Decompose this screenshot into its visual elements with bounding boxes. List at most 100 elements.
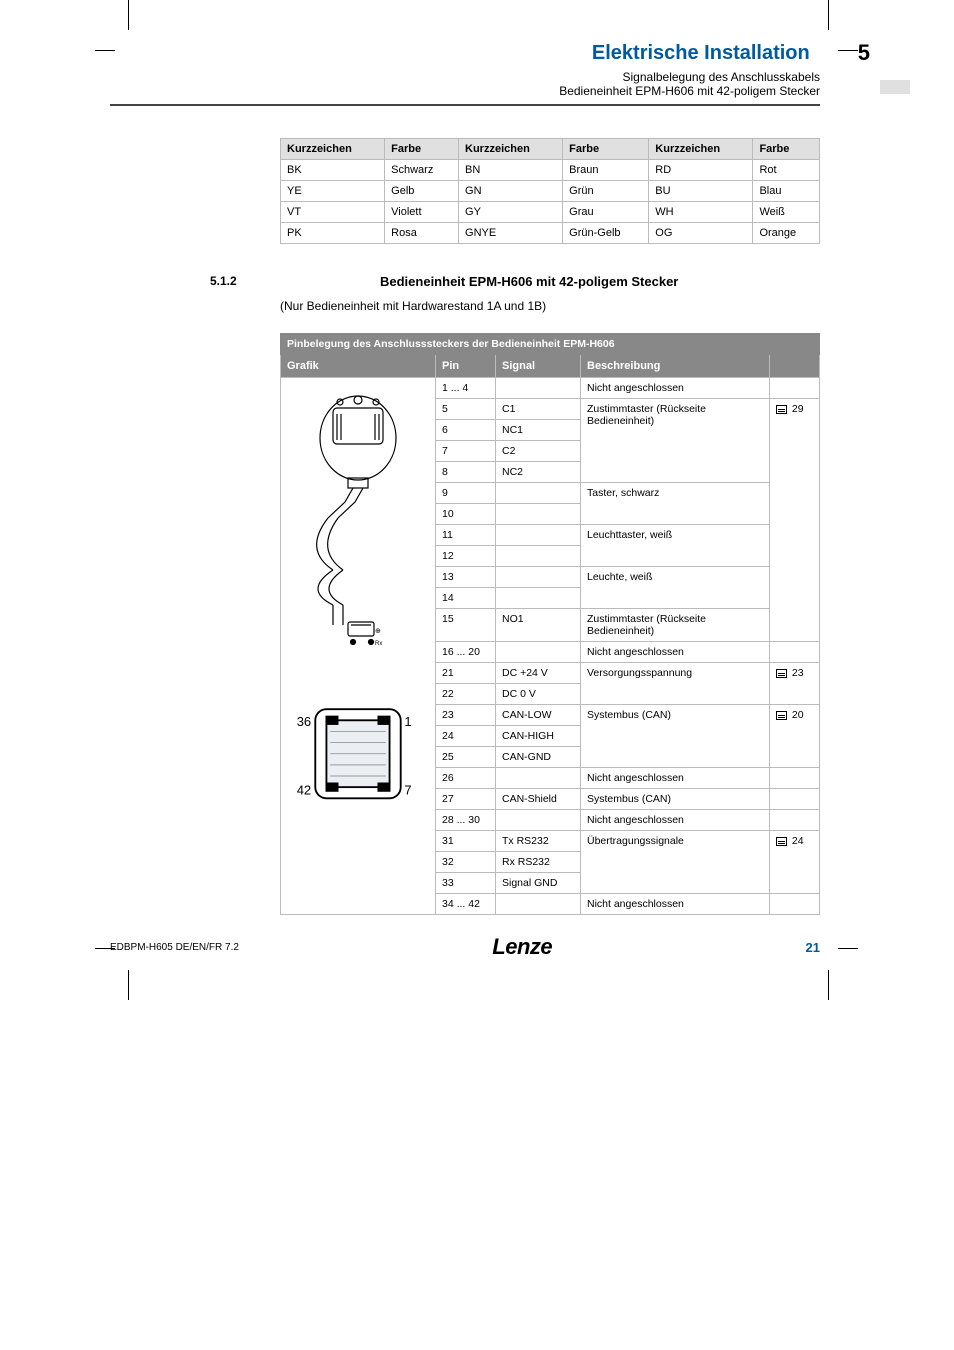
- header-subtitle-1: Signalbelegung des Anschlusskabels: [110, 70, 820, 84]
- table-cell: Braun: [563, 160, 649, 181]
- reference-cell: 23: [770, 663, 820, 705]
- signal-cell: [496, 894, 581, 915]
- table-header: Beschreibung: [581, 355, 770, 378]
- section-heading: 5.1.2 Bedieneinheit EPM-H606 mit 42-poli…: [110, 274, 820, 289]
- table-cell: BN: [459, 160, 563, 181]
- signal-cell: DC +24 V: [496, 663, 581, 684]
- reference-cell: [770, 894, 820, 915]
- pin-cell: 23: [436, 705, 496, 726]
- header-subtitle-2: Bedieneinheit EPM-H606 mit 42-poligem St…: [110, 84, 820, 98]
- page-ref-icon: [776, 711, 787, 720]
- table-header: Kurzzeichen: [281, 139, 385, 160]
- chapter-number: 5: [858, 40, 870, 66]
- table-header: Kurzzeichen: [649, 139, 753, 160]
- reference-cell: [770, 810, 820, 831]
- description-cell: Systembus (CAN): [581, 789, 770, 810]
- section-title: Bedieneinheit EPM-H606 mit 42-poligem St…: [380, 274, 678, 289]
- reference-cell: 20: [770, 705, 820, 768]
- reference-cell: [770, 789, 820, 810]
- crop-mark: [128, 0, 129, 30]
- description-cell: Taster, schwarz: [581, 483, 770, 525]
- signal-cell: [496, 567, 581, 588]
- description-cell: Zustimmtaster (Rückseite Bedieneinheit): [581, 609, 770, 642]
- table-header: Pin: [436, 355, 496, 378]
- footer-doc-id: EDBPM-H605 DE/EN/FR 7.2: [110, 942, 239, 953]
- signal-cell: NO1: [496, 609, 581, 642]
- page-header: Elektrische Installation 5 Signalbelegun…: [110, 40, 870, 106]
- content: Kurzzeichen Farbe Kurzzeichen Farbe Kurz…: [280, 138, 820, 915]
- sidebar-tab: [880, 80, 910, 94]
- pin-cell: 12: [436, 546, 496, 567]
- header-rule: [110, 104, 820, 106]
- pin-cell: 26: [436, 768, 496, 789]
- pin-cell: 8: [436, 462, 496, 483]
- table-header: Farbe: [385, 139, 459, 160]
- device-illustration: ⊕ Rx 36 1 42 7: [293, 390, 423, 809]
- pin-cell: 24: [436, 726, 496, 747]
- page-ref-icon: [776, 837, 787, 846]
- table-cell: GN: [459, 181, 563, 202]
- pin-cell: 10: [436, 504, 496, 525]
- signal-cell: [496, 810, 581, 831]
- pin-cell: 22: [436, 684, 496, 705]
- description-cell: Nicht angeschlossen: [581, 642, 770, 663]
- pin-cell: 5: [436, 399, 496, 420]
- description-cell: Leuchte, weiß: [581, 567, 770, 609]
- table-cell: Blau: [753, 181, 820, 202]
- reference-cell: 29: [770, 399, 820, 642]
- pin-cell: 27: [436, 789, 496, 810]
- table-cell: Gelb: [385, 181, 459, 202]
- signal-cell: [496, 483, 581, 504]
- table-header: Grafik: [281, 355, 436, 378]
- signal-cell: Signal GND: [496, 873, 581, 894]
- grafik-cell: ⊕ Rx 36 1 42 7: [281, 378, 436, 915]
- footer-page-number: 21: [806, 940, 820, 955]
- table-cell: BU: [649, 181, 753, 202]
- description-cell: Zustimmtaster (Rückseite Bedieneinheit): [581, 399, 770, 483]
- table-cell: PK: [281, 223, 385, 244]
- description-cell: Systembus (CAN): [581, 705, 770, 768]
- page-title: Elektrische Installation: [592, 42, 810, 65]
- table-cell: GNYE: [459, 223, 563, 244]
- pin-cell: 1 ... 4: [436, 378, 496, 399]
- table-cell: Grün: [563, 181, 649, 202]
- section-subtitle: (Nur Bedieneinheit mit Hardwarestand 1A …: [280, 299, 820, 313]
- signal-cell: Rx RS232: [496, 852, 581, 873]
- pin-cell: 6: [436, 420, 496, 441]
- table-header: Farbe: [563, 139, 649, 160]
- page-footer: EDBPM-H605 DE/EN/FR 7.2 Lenze 21: [110, 934, 870, 960]
- pin-cell: 16 ... 20: [436, 642, 496, 663]
- signal-cell: [496, 546, 581, 567]
- pin-cell: 34 ... 42: [436, 894, 496, 915]
- page: Elektrische Installation 5 Signalbelegun…: [110, 40, 870, 915]
- signal-cell: C2: [496, 441, 581, 462]
- table-header: Farbe: [753, 139, 820, 160]
- table-cell: Rosa: [385, 223, 459, 244]
- page-ref-icon: [776, 405, 787, 414]
- table-header: Kurzzeichen: [459, 139, 563, 160]
- color-abbreviation-table: Kurzzeichen Farbe Kurzzeichen Farbe Kurz…: [280, 138, 820, 244]
- svg-text:36: 36: [297, 714, 311, 729]
- pin-cell: 13: [436, 567, 496, 588]
- reference-cell: [770, 642, 820, 663]
- table-cell: Schwarz: [385, 160, 459, 181]
- svg-text:1: 1: [404, 714, 411, 729]
- table-header: [770, 355, 820, 378]
- reference-cell: 24: [770, 831, 820, 894]
- table-title: Pinbelegung des Anschlusssteckers der Be…: [281, 334, 820, 355]
- table-cell: BK: [281, 160, 385, 181]
- table-cell: Rot: [753, 160, 820, 181]
- table-cell: RD: [649, 160, 753, 181]
- signal-cell: [496, 588, 581, 609]
- table-cell: WH: [649, 202, 753, 223]
- description-cell: Versorgungsspannung: [581, 663, 770, 705]
- table-cell: Grün-Gelb: [563, 223, 649, 244]
- signal-cell: CAN-HIGH: [496, 726, 581, 747]
- svg-text:7: 7: [404, 783, 411, 798]
- signal-cell: [496, 504, 581, 525]
- signal-cell: [496, 768, 581, 789]
- table-cell: YE: [281, 181, 385, 202]
- reference-cell: [770, 768, 820, 789]
- pin-cell: 32: [436, 852, 496, 873]
- pin-cell: 28 ... 30: [436, 810, 496, 831]
